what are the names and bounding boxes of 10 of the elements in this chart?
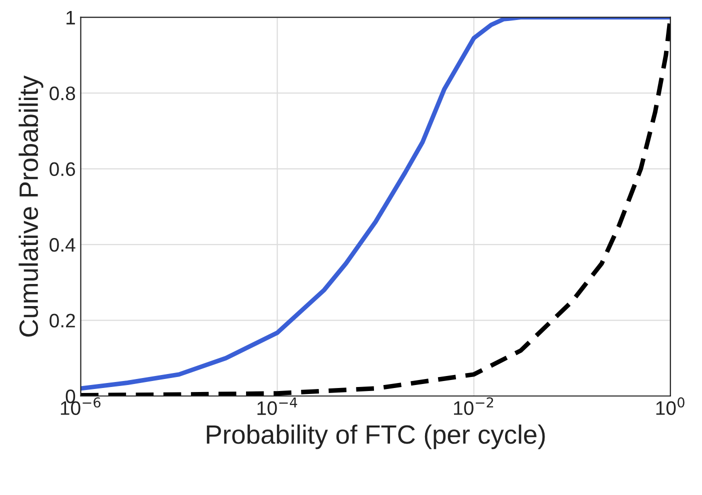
y-tick-label: 0.6 <box>50 162 76 176</box>
y-tick-label: 0.4 <box>50 238 76 252</box>
y-tick-label: 0.2 <box>50 314 75 328</box>
x-tick-label: 10$^{0}$ <box>656 397 684 415</box>
y-tick-label: 1 <box>66 10 75 24</box>
x-axis-title: Probability of FTC (per cycle) <box>206 424 545 450</box>
x-tick-label: 10$^{−2}$ <box>454 397 494 415</box>
y-tick-label: 0.8 <box>50 86 76 100</box>
x-tick-label: 10$^{−4}$ <box>257 397 298 416</box>
y-axis-title: Cumulative Probability <box>18 75 44 337</box>
